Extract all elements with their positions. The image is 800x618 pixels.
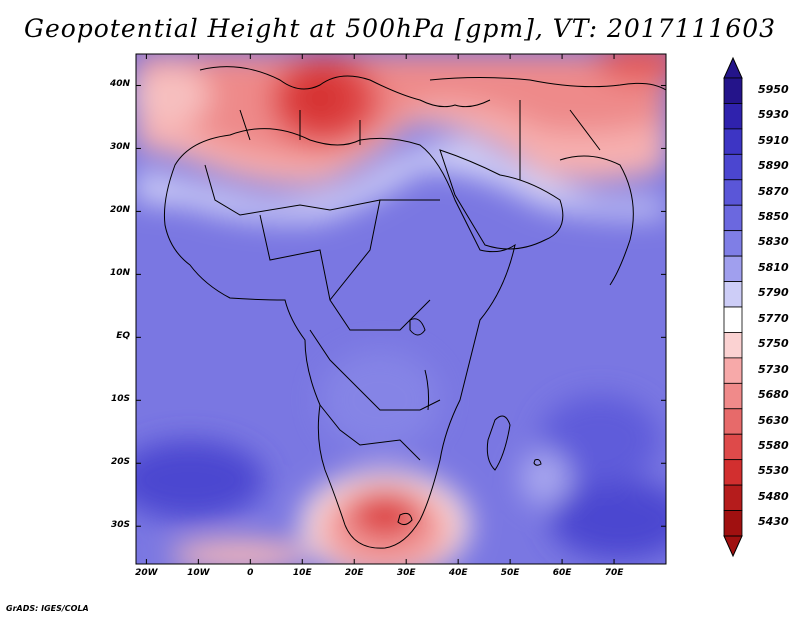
- colorbar-swatch: [723, 510, 743, 537]
- lon-tick-label: 10W: [187, 568, 210, 578]
- axis-ticks: [136, 54, 666, 564]
- colorbar-swatch: [723, 281, 743, 308]
- lat-tick-label: 30N: [109, 142, 130, 153]
- colorbar-level-label: 5730: [758, 362, 789, 376]
- colorbar-swatch: [723, 204, 743, 232]
- colorbar-swatch: [723, 77, 743, 104]
- map-title: Geopotential Height at 500hPa [gpm], VT:…: [23, 14, 777, 43]
- colorbar-level-label: 5810: [758, 260, 789, 274]
- colorbar-level-label: 5870: [758, 184, 789, 198]
- colorbar-swatch: [723, 357, 743, 384]
- colorbar: [723, 56, 743, 558]
- lat-tick-label: 40N: [109, 79, 130, 90]
- colorbar-swatch: [723, 459, 743, 486]
- lat-tick-label: 20S: [110, 457, 130, 468]
- colorbar-swatch: [723, 382, 743, 410]
- colorbar-swatch: [723, 153, 743, 181]
- colorbar-level-label: 5930: [758, 108, 789, 122]
- lon-tick-label: 30E: [396, 568, 416, 578]
- colorbar-swatch: [723, 230, 743, 257]
- colorbar-level-label: 5750: [758, 337, 789, 351]
- colorbar-level-label: 5850: [758, 209, 789, 223]
- map-frame: [135, 53, 667, 565]
- colorbar-top-arrow: [723, 56, 743, 79]
- colorbar-bottom-arrow: [723, 535, 743, 558]
- colorbar-level-label: 5630: [758, 413, 789, 427]
- grads-credit: GrADS: IGES/COLA: [6, 604, 89, 613]
- lat-tick-label: 10N: [109, 268, 130, 279]
- colorbar-level-label: 5950: [758, 82, 789, 96]
- colorbar-level-label: 5580: [758, 438, 789, 452]
- lat-tick-label: EQ: [116, 331, 130, 342]
- lon-tick-label: 20E: [344, 568, 364, 578]
- lon-tick-label: 0: [247, 568, 254, 578]
- colorbar-swatch: [723, 408, 743, 435]
- colorbar-level-label: 5530: [758, 464, 789, 478]
- lat-tick-label: 10S: [110, 394, 130, 405]
- colorbar-swatch: [723, 128, 743, 155]
- colorbar-level-label: 5790: [758, 286, 789, 300]
- colorbar-swatch: [723, 255, 743, 282]
- lon-tick-label: 60E: [552, 568, 572, 578]
- colorbar-level-label: 5680: [758, 388, 789, 402]
- colorbar-swatch: [723, 433, 743, 461]
- coastlines: [164, 66, 666, 549]
- lon-tick-label: 50E: [500, 568, 520, 578]
- lon-tick-label: 10E: [292, 568, 312, 578]
- height-field: [136, 54, 666, 564]
- lat-tick-label: 30S: [110, 520, 130, 531]
- colorbar-level-label: 5430: [758, 515, 789, 529]
- colorbar-level-label: 5910: [758, 133, 789, 147]
- colorbar-level-label: 5480: [758, 489, 789, 503]
- colorbar-swatch: [723, 332, 743, 359]
- lon-tick-label: 40E: [448, 568, 468, 578]
- colorbar-swatch: [723, 306, 743, 333]
- colorbar-level-label: 5830: [758, 235, 789, 249]
- colorbar-level-label: 5770: [758, 311, 789, 325]
- lon-tick-label: 20W: [135, 568, 158, 578]
- colorbar-swatch: [723, 179, 743, 206]
- colorbar-swatch: [723, 484, 743, 511]
- colorbar-swatch: [723, 103, 743, 130]
- lon-tick-label: 70E: [604, 568, 624, 578]
- lat-tick-label: 20N: [109, 205, 130, 216]
- colorbar-level-label: 5890: [758, 159, 789, 173]
